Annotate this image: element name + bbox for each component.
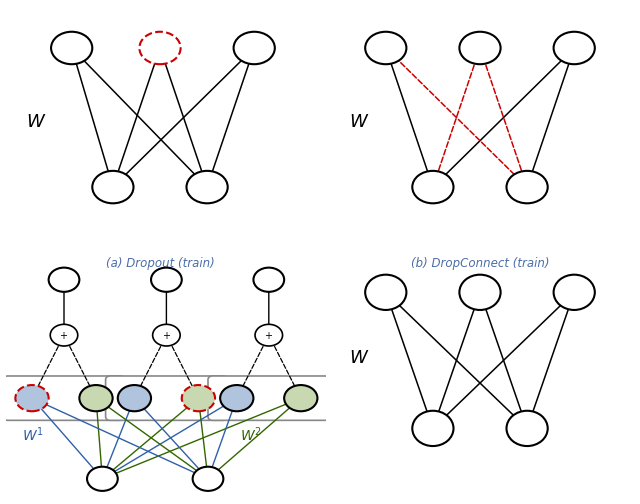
Circle shape [460, 275, 500, 310]
Circle shape [234, 32, 275, 64]
Circle shape [51, 32, 92, 64]
Circle shape [506, 171, 548, 203]
Text: $W^2$: $W^2$ [240, 425, 262, 444]
Circle shape [220, 385, 253, 411]
Circle shape [151, 268, 182, 292]
Circle shape [87, 467, 118, 491]
Circle shape [253, 268, 284, 292]
Circle shape [193, 467, 223, 491]
Circle shape [365, 275, 406, 310]
FancyBboxPatch shape [106, 376, 227, 420]
Text: $W$: $W$ [26, 113, 47, 131]
Text: $+$: $+$ [60, 330, 68, 341]
Text: $W$: $W$ [349, 113, 369, 131]
FancyBboxPatch shape [3, 376, 125, 420]
Circle shape [412, 171, 454, 203]
Circle shape [140, 32, 180, 64]
Circle shape [153, 325, 180, 346]
Text: (b) DropConnect (train): (b) DropConnect (train) [411, 257, 549, 270]
Circle shape [92, 171, 134, 203]
Circle shape [79, 385, 113, 411]
Circle shape [506, 411, 548, 446]
Text: (a) Dropout (train): (a) Dropout (train) [106, 257, 214, 270]
Circle shape [460, 32, 500, 64]
Circle shape [412, 411, 454, 446]
Text: $W$: $W$ [349, 349, 369, 367]
Text: $+$: $+$ [264, 330, 273, 341]
Circle shape [15, 385, 49, 411]
Text: $+$: $+$ [162, 330, 171, 341]
Circle shape [284, 385, 317, 411]
Circle shape [365, 32, 406, 64]
Circle shape [50, 325, 78, 346]
Circle shape [186, 171, 228, 203]
Circle shape [118, 385, 151, 411]
Circle shape [554, 32, 595, 64]
Circle shape [255, 325, 282, 346]
Circle shape [49, 268, 79, 292]
Circle shape [554, 275, 595, 310]
Circle shape [182, 385, 215, 411]
Text: $W^1$: $W^1$ [22, 425, 44, 444]
FancyBboxPatch shape [208, 376, 330, 420]
